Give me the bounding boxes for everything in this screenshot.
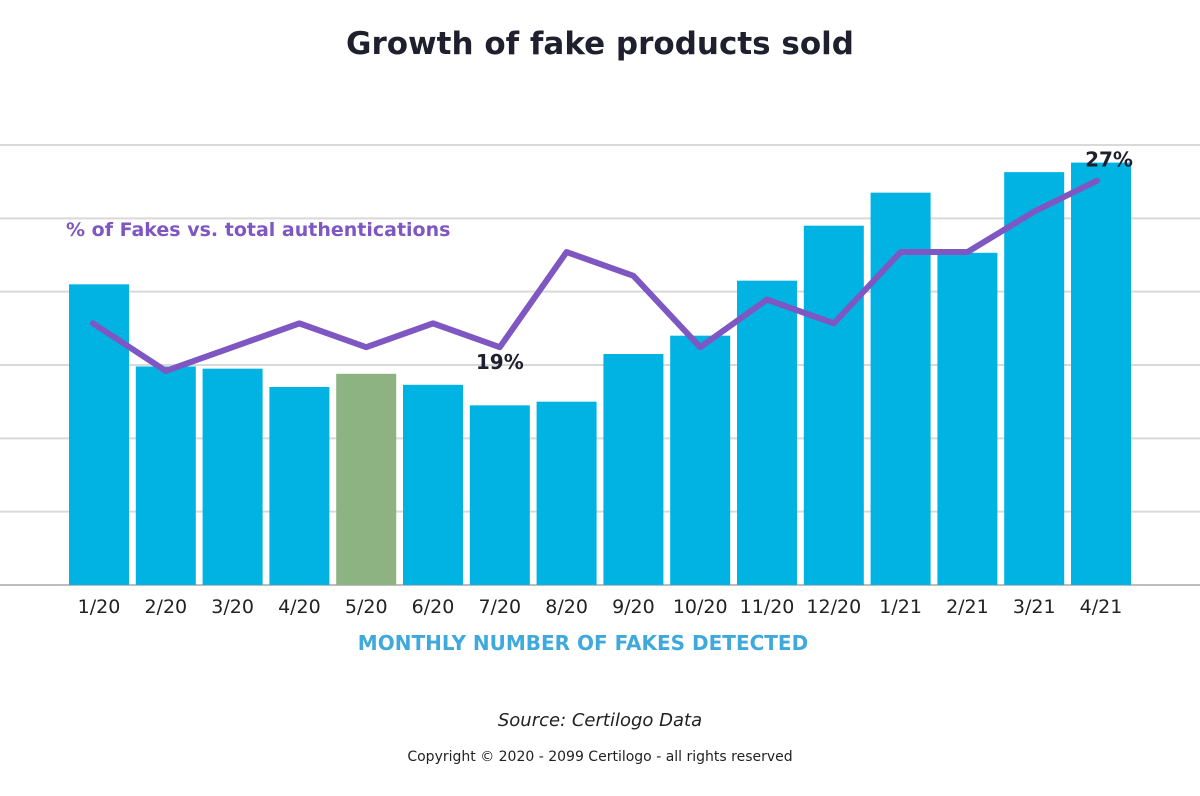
bar-4-21 <box>1071 162 1131 585</box>
bar-4-20 <box>269 387 330 585</box>
bar-11-20 <box>737 280 797 585</box>
bar-2-20 <box>135 366 196 585</box>
tick-label-1-21: 1/21 <box>879 596 922 618</box>
bar-5-20 <box>336 373 397 585</box>
tick-label-9-20: 9/20 <box>612 596 655 618</box>
tick-label-2-21: 2/21 <box>946 596 989 618</box>
x-axis-label: MONTHLY NUMBER OF FAKES DETECTED <box>358 631 808 655</box>
line-series-label: % of Fakes vs. total authentications <box>66 219 450 241</box>
tick-label-3-20: 3/20 <box>211 596 254 618</box>
tick-label-12-20: 12/20 <box>806 596 861 618</box>
tick-label-7-20: 7/20 <box>478 596 521 618</box>
source-note: Source: Certilogo Data <box>498 710 702 731</box>
chart-title: Growth of fake products sold <box>346 26 854 62</box>
bar-7-20 <box>469 405 530 585</box>
tick-label-11-20: 11/20 <box>740 596 795 618</box>
bar-1-21 <box>870 192 931 585</box>
bar-1-20 <box>69 284 129 585</box>
tick-label-5-20: 5/20 <box>345 596 388 618</box>
annotation-19-percent: 19% <box>476 350 524 374</box>
tick-label-8-20: 8/20 <box>545 596 588 618</box>
bar-10-20 <box>670 335 731 585</box>
bar-8-20 <box>536 401 597 585</box>
annotation-27-percent: 27% <box>1085 148 1133 172</box>
tick-label-1-20: 1/20 <box>78 596 121 618</box>
tick-label-3-21: 3/21 <box>1013 596 1056 618</box>
bar-3-20 <box>202 368 263 585</box>
tick-label-4-21: 4/21 <box>1080 596 1123 618</box>
copyright-note: Copyright © 2020 - 2099 Certilogo - all … <box>407 749 792 765</box>
tick-label-6-20: 6/20 <box>412 596 455 618</box>
x-tick-labels: 1/20 2/20 3/20 4/20 5/20 6/20 7/20 8/20 9/20 10/2… <box>78 596 1123 618</box>
line-fake-percentage <box>90 177 1100 374</box>
bar-6-20 <box>403 384 463 585</box>
tick-label-2-20: 2/20 <box>144 596 187 618</box>
bars <box>69 162 1131 586</box>
tick-label-10-20: 10/20 <box>673 596 728 618</box>
grid-lines <box>0 144 1200 586</box>
bar-9-20 <box>603 354 664 585</box>
bar-12-20 <box>803 225 864 585</box>
bar-2-21 <box>937 252 998 586</box>
line-series <box>90 177 1100 374</box>
bar-3-21 <box>1004 172 1065 585</box>
tick-label-4-20: 4/20 <box>278 596 321 618</box>
